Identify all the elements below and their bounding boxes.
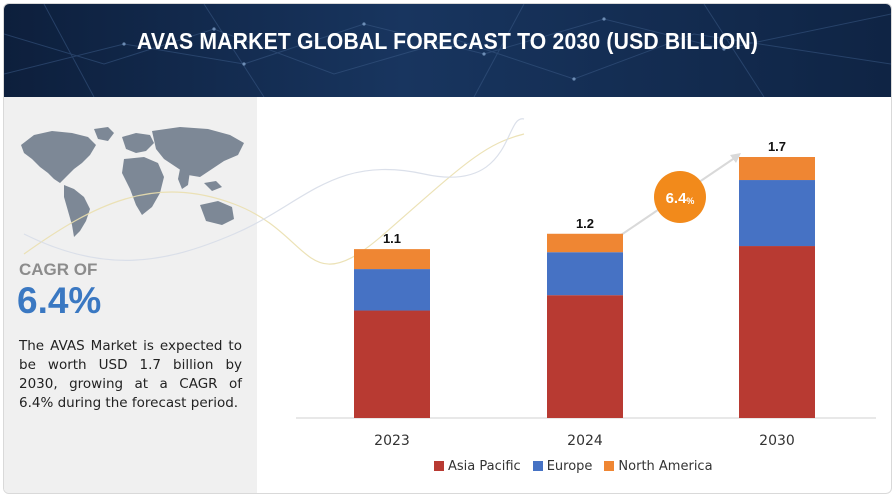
legend-label-europe: Europe [546, 458, 593, 474]
decorative-curves [23, 118, 525, 265]
bars-group: 1.1 2023 1.2 2024 1.7 2030 [354, 139, 815, 449]
total-label-2023: 1.1 [383, 231, 401, 246]
bar-north-america-2024 [547, 233, 623, 253]
market-description: The AVAS Market is expected to be worth … [19, 338, 242, 411]
bar-europe-2030 [739, 180, 815, 247]
legend-label-north-america: North America [618, 458, 713, 474]
legend-swatch-europe [532, 461, 543, 471]
total-label-2030: 1.7 [768, 139, 786, 154]
stacked-bar-chart: 6.4% 1.1 2023 1.2 2024 1.7 2030 [23, 118, 876, 449]
total-label-2024: 1.2 [576, 216, 594, 231]
bar-europe-2023 [354, 269, 430, 311]
legend-swatch-north-america [604, 461, 615, 471]
legend-label-asia-pacific: Asia Pacific [448, 458, 521, 474]
header-decoration [4, 4, 891, 97]
bar-asia-pacific-2030 [739, 246, 815, 418]
x-tick-label-2024: 2024 [567, 433, 603, 449]
cagr-label: CAGR OF [19, 260, 98, 279]
legend-item-europe: Europe [532, 458, 593, 474]
world-map-icon [21, 127, 244, 237]
x-tick-label-2023: 2023 [374, 433, 410, 449]
svg-text:6.4%: 6.4% [666, 190, 695, 207]
legend-item-north-america: North America [604, 458, 713, 474]
summary-panel: CAGR OF 6.4% The AVAS Market is expected… [4, 97, 257, 493]
chart-legend: Asia Pacific Europe North America [434, 457, 725, 475]
bar-north-america-2030 [739, 157, 815, 181]
cagr-badge: 6.4% [654, 171, 706, 223]
chart-title: AVAS MARKET GLOBAL FORECAST TO 2030 (USD… [136, 28, 759, 54]
bar-asia-pacific-2024 [547, 295, 623, 418]
bar-europe-2024 [547, 252, 623, 296]
infographic-frame: AVAS MARKET GLOBAL FORECAST TO 2030 (USD… [3, 3, 892, 494]
x-tick-label-2030: 2030 [759, 433, 795, 449]
legend-item-asia-pacific: Asia Pacific [434, 459, 521, 474]
bar-north-america-2023 [354, 249, 430, 270]
bar-asia-pacific-2023 [354, 310, 430, 418]
legend-swatch-asia-pacific [434, 461, 444, 471]
header-banner: AVAS MARKET GLOBAL FORECAST TO 2030 (USD… [4, 4, 891, 97]
cagr-value: 6.4% [17, 280, 102, 321]
